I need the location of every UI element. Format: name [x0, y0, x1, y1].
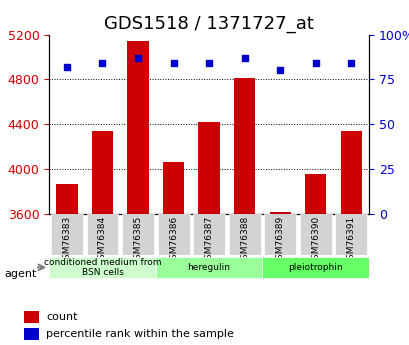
FancyBboxPatch shape [299, 214, 331, 255]
Text: GSM76389: GSM76389 [275, 216, 284, 265]
Bar [162, 162, 184, 214]
FancyBboxPatch shape [228, 214, 260, 255]
Point [241, 55, 247, 61]
FancyBboxPatch shape [86, 214, 118, 255]
FancyBboxPatch shape [155, 257, 262, 278]
Text: count: count [46, 312, 78, 322]
Bar [92, 131, 113, 214]
Text: conditioned medium from
BSN cells: conditioned medium from BSN cells [44, 258, 161, 277]
Text: GSM76391: GSM76391 [346, 216, 355, 265]
Text: agent: agent [4, 269, 36, 279]
Text: GSM76384: GSM76384 [98, 216, 107, 265]
Text: GSM76388: GSM76388 [240, 216, 249, 265]
Text: GSM76390: GSM76390 [310, 216, 319, 265]
Point [170, 60, 176, 66]
Text: GSM76386: GSM76386 [169, 216, 178, 265]
FancyBboxPatch shape [263, 214, 295, 255]
FancyBboxPatch shape [49, 257, 155, 278]
FancyBboxPatch shape [262, 257, 368, 278]
Point [347, 60, 354, 66]
Bar [198, 122, 219, 214]
FancyBboxPatch shape [193, 214, 225, 255]
Bar [24, 310, 39, 323]
Text: GSM76387: GSM76387 [204, 216, 213, 265]
Title: GDS1518 / 1371727_at: GDS1518 / 1371727_at [104, 15, 313, 33]
Bar [24, 328, 39, 340]
Bar [234, 78, 255, 214]
FancyBboxPatch shape [157, 214, 189, 255]
Bar [304, 174, 326, 214]
FancyBboxPatch shape [122, 214, 154, 255]
Text: pleiotrophin: pleiotrophin [288, 263, 342, 272]
Bar [56, 184, 77, 214]
FancyBboxPatch shape [51, 214, 83, 255]
Bar [340, 131, 361, 214]
Text: GSM76385: GSM76385 [133, 216, 142, 265]
Point [205, 60, 212, 66]
FancyBboxPatch shape [335, 214, 366, 255]
Bar [127, 41, 148, 214]
Point [99, 60, 106, 66]
Point [312, 60, 318, 66]
Text: percentile rank within the sample: percentile rank within the sample [46, 329, 234, 339]
Bar [269, 212, 290, 214]
Text: heregulin: heregulin [187, 263, 230, 272]
Point [63, 64, 70, 70]
Text: GSM76383: GSM76383 [62, 216, 71, 265]
Point [276, 68, 283, 73]
Point [135, 55, 141, 61]
